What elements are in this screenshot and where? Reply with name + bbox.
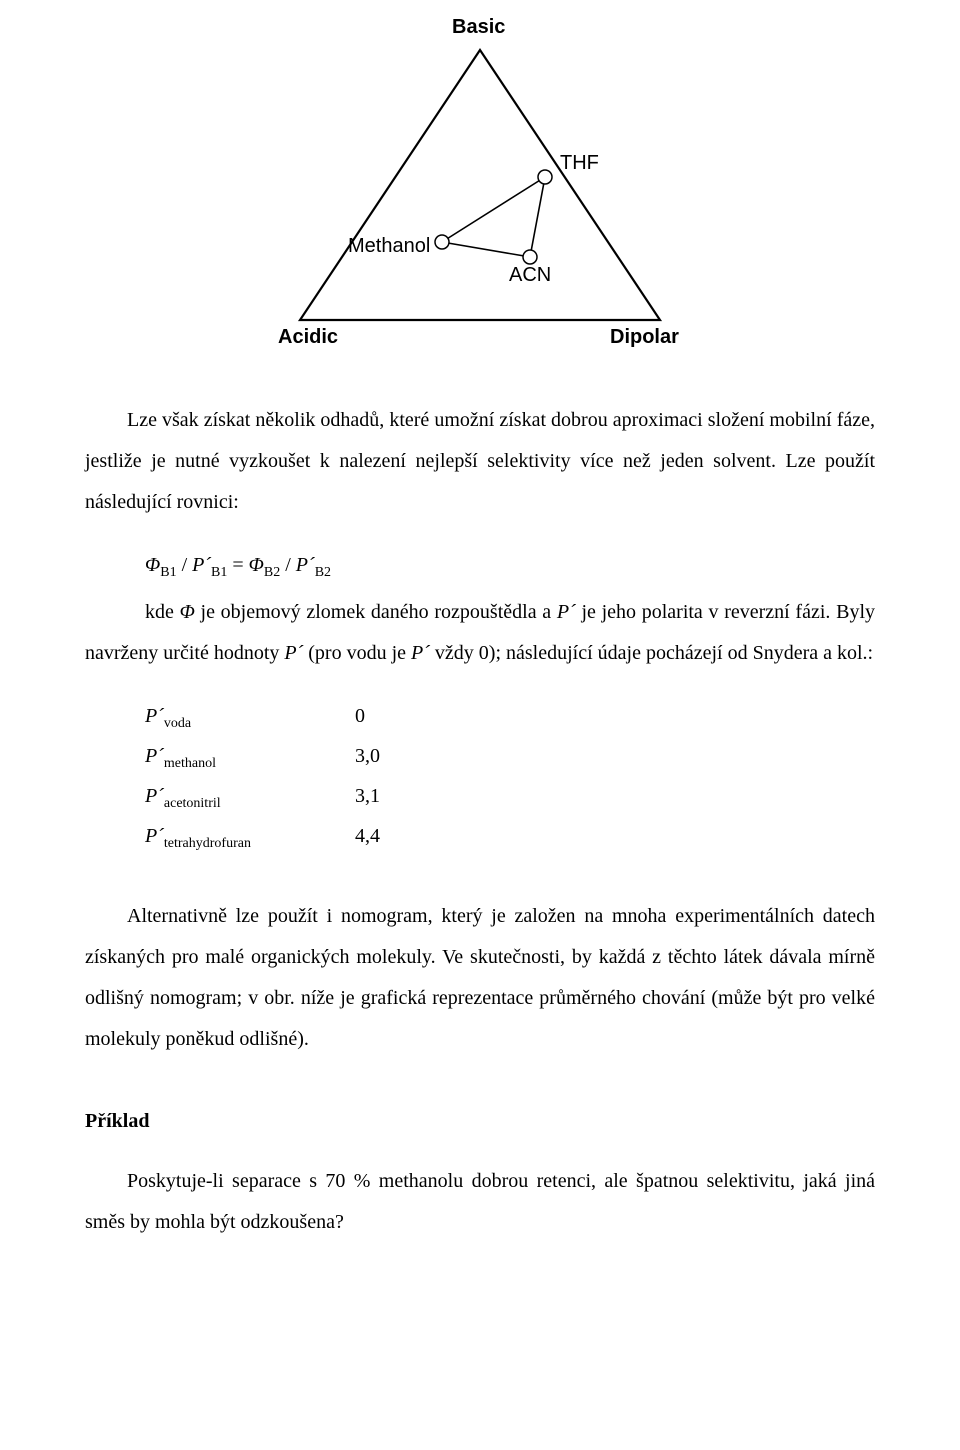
paragraph-4: Poskytuje-li separace s 70 % methanolu d… (85, 1161, 875, 1243)
methanol-label: Methanol (348, 235, 430, 258)
thf-label: THF (560, 152, 599, 175)
table-row: P´tetrahydrofuran 4,4 (145, 816, 875, 856)
selectivity-triangle-diagram: Basic Acidic Dipolar THF Methanol ACN (85, 20, 875, 360)
table-row: P´methanol 3,0 (145, 736, 875, 776)
vertex-left-label: Acidic (278, 326, 338, 349)
vertex-top-label: Basic (452, 16, 505, 39)
table-row: P´voda 0 (145, 696, 875, 736)
example-heading: Příklad (85, 1110, 875, 1133)
formula-line: ΦB1 / P´B1 = ΦB2 / P´B2 (145, 545, 875, 586)
paragraph-1: Lze však získat několik odhadů, které um… (85, 400, 875, 523)
polarity-table: P´voda 0 P´methanol 3,0 P´acetonitril 3,… (145, 696, 875, 856)
paragraph-2: kde Φ je objemový zlomek daného rozpoušt… (85, 592, 875, 674)
paragraph-3: Alternativně lze použít i nomogram, kter… (85, 896, 875, 1060)
vertex-right-label: Dipolar (610, 326, 679, 349)
acn-label: ACN (509, 264, 551, 287)
table-row: P´acetonitril 3,1 (145, 776, 875, 816)
